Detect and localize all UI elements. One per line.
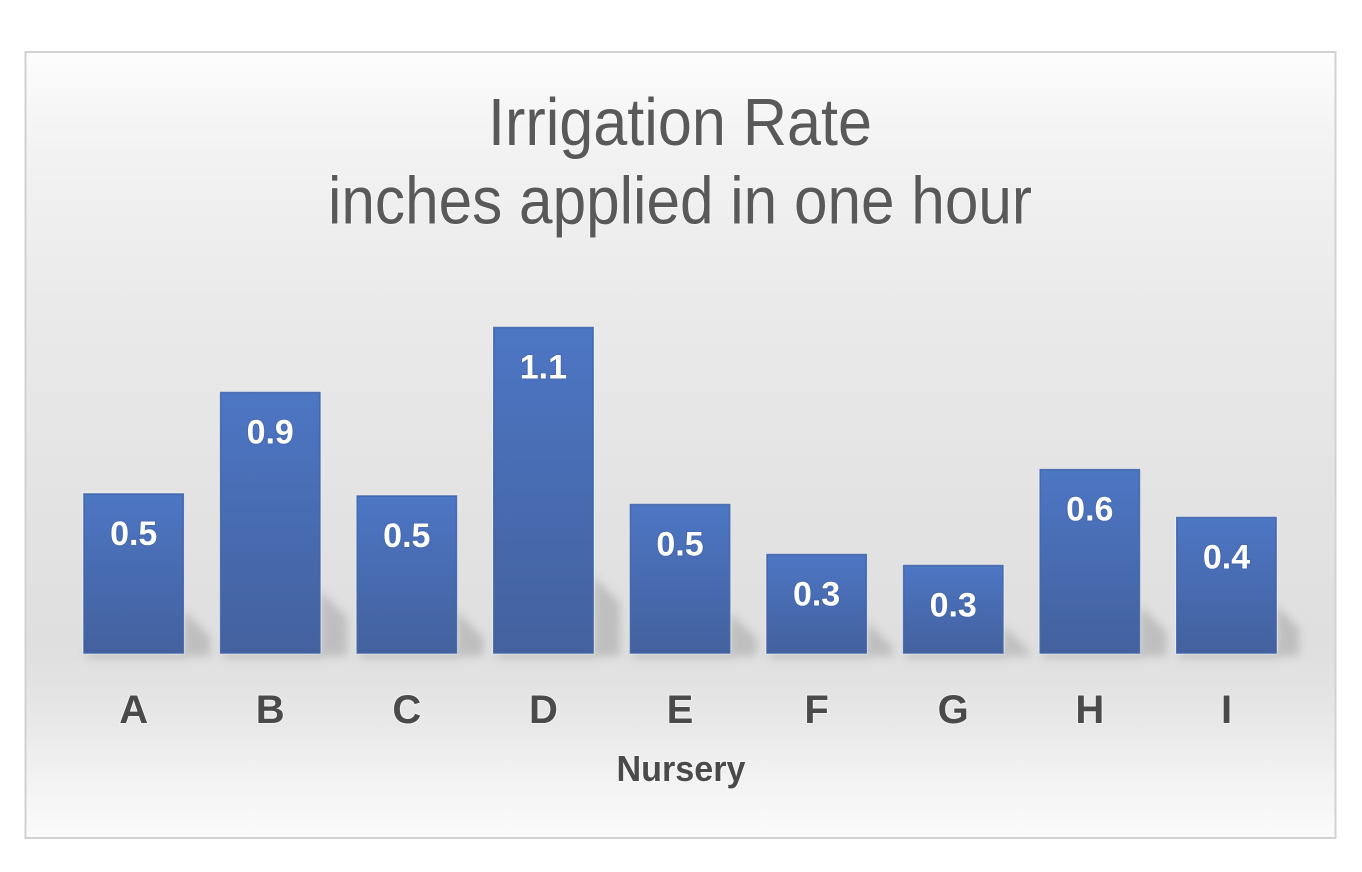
svg-text:G: G [938,688,969,732]
svg-text:0.5: 0.5 [383,517,430,555]
svg-text:A: A [119,688,148,732]
svg-text:0.6: 0.6 [1066,491,1113,529]
svg-text:E: E [667,688,694,732]
svg-text:1.1: 1.1 [520,349,567,387]
svg-text:I: I [1221,688,1232,732]
svg-text:Nursery: Nursery [617,748,746,789]
svg-text:F: F [804,688,828,732]
svg-text:C: C [392,688,421,732]
svg-text:B: B [256,688,285,732]
svg-text:D: D [529,688,558,732]
svg-text:0.9: 0.9 [247,414,294,452]
svg-text:0.3: 0.3 [793,576,840,614]
svg-text:0.4: 0.4 [1203,539,1250,577]
svg-text:Irrigation Rate: Irrigation Rate [488,85,872,160]
svg-text:inches applied in one hour: inches applied in one hour [328,164,1032,239]
svg-text:0.5: 0.5 [656,526,703,564]
svg-text:0.5: 0.5 [110,515,157,553]
svg-text:0.3: 0.3 [930,587,977,625]
svg-text:H: H [1075,688,1104,732]
